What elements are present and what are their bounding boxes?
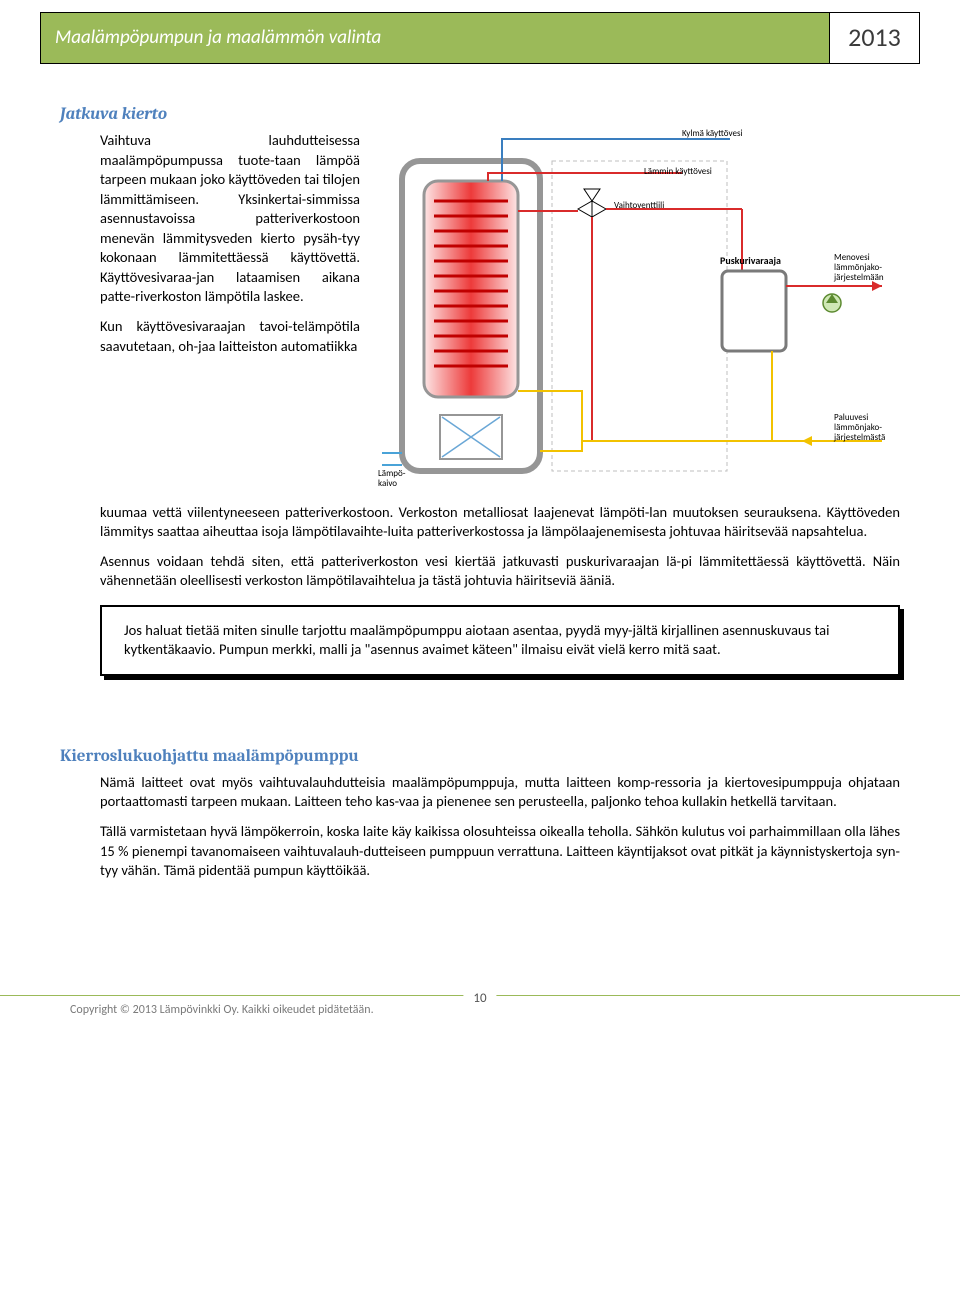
callout-text: Jos haluat tietää miten sinulle tarjottu…	[124, 621, 829, 659]
diagram-svg	[382, 131, 902, 501]
label-out: Menovesi lämmönjako- järjestelmään	[834, 253, 884, 283]
two-column-layout: Vaihtuva lauhdutteisessa maalämpöpumpuss…	[60, 131, 900, 507]
section1-heading: Jatkuva kierto	[60, 104, 900, 127]
label-cold: Kylmä käyttövesi	[682, 129, 743, 139]
section1-para3: Asennus voidaan tehdä siten, että patter…	[100, 552, 900, 591]
section2-heading: Kierroslukuohjattu maalämpöpumppu	[60, 746, 900, 769]
header-title: Maalämpöpumpun ja maalämmön valinta	[41, 13, 829, 63]
page-header: Maalämpöpumpun ja maalämmön valinta 2013	[40, 12, 920, 64]
section1-para1: Vaihtuva lauhdutteisessa maalämpöpumpuss…	[100, 131, 360, 307]
section1-left-text: Vaihtuva lauhdutteisessa maalämpöpumpuss…	[100, 131, 360, 356]
section2-body: Nämä laitteet ovat myös vaihtuvalauhdutt…	[100, 773, 900, 881]
page-content: Jatkuva kierto Vaihtuva lauhdutteisessa …	[0, 64, 960, 915]
section1-para2: Kun käyttövesivaraajan tavoi-telämpötila…	[100, 317, 360, 356]
label-well: Lämpö- kaivo	[378, 469, 406, 489]
heating-diagram: Kylmä käyttövesi Lämmin käyttövesi Vaiht…	[382, 131, 902, 507]
label-valve: Vaihtoventtiili	[614, 201, 664, 211]
section2-para2: Tällä varmistetaan hyvä lämpökerroin, ko…	[100, 822, 900, 881]
section1-continuation: kuumaa vettä viilentyneeseen patteriverk…	[100, 503, 900, 591]
footer-copyright: Copyright © 2013 Lämpövinkki Oy. Kaikki …	[70, 1002, 374, 1018]
section1-para-cont: kuumaa vettä viilentyneeseen patteriverk…	[100, 503, 900, 542]
page-footer: 10 Copyright © 2013 Lämpövinkki Oy. Kaik…	[0, 995, 960, 1042]
label-buffer: Puskurivaraaja	[720, 255, 781, 266]
header-year: 2013	[829, 13, 919, 63]
section2-para1: Nämä laitteet ovat myös vaihtuvalauhdutt…	[100, 773, 900, 812]
page-number: 10	[463, 990, 496, 1008]
label-return: Paluuvesi lämmönjako- järjestelmästä	[834, 413, 885, 443]
callout-box: Jos haluat tietää miten sinulle tarjottu…	[100, 605, 900, 676]
label-warm: Lämmin käyttövesi	[644, 167, 712, 177]
